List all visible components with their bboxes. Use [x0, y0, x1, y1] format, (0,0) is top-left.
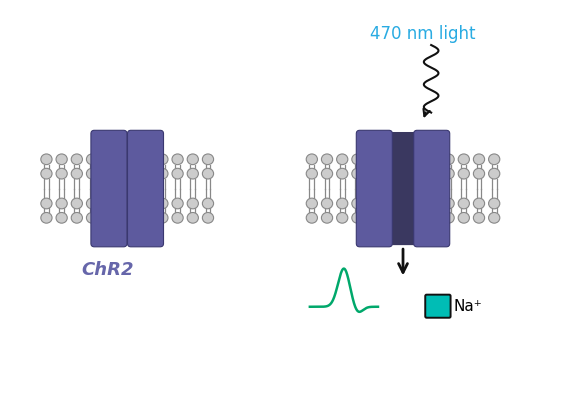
Ellipse shape [352, 154, 363, 165]
Ellipse shape [86, 212, 98, 223]
Ellipse shape [306, 198, 318, 209]
Ellipse shape [488, 198, 500, 209]
Ellipse shape [157, 198, 168, 209]
Ellipse shape [473, 154, 484, 165]
Ellipse shape [473, 198, 484, 209]
Ellipse shape [352, 212, 363, 223]
Ellipse shape [473, 212, 484, 223]
Ellipse shape [86, 168, 98, 179]
Text: Na⁺: Na⁺ [453, 299, 482, 314]
Ellipse shape [352, 198, 363, 209]
Ellipse shape [202, 198, 214, 209]
FancyBboxPatch shape [91, 130, 127, 247]
Text: ChR2: ChR2 [81, 262, 134, 279]
Ellipse shape [41, 168, 52, 179]
Ellipse shape [187, 198, 199, 209]
Ellipse shape [56, 212, 67, 223]
Ellipse shape [71, 168, 82, 179]
Ellipse shape [71, 212, 82, 223]
Ellipse shape [321, 198, 333, 209]
Ellipse shape [41, 154, 52, 165]
Ellipse shape [321, 168, 333, 179]
Ellipse shape [321, 212, 333, 223]
Ellipse shape [56, 198, 67, 209]
Ellipse shape [352, 168, 363, 179]
Ellipse shape [157, 154, 168, 165]
Ellipse shape [443, 154, 454, 165]
Ellipse shape [458, 154, 469, 165]
Ellipse shape [157, 212, 168, 223]
Ellipse shape [306, 154, 318, 165]
Ellipse shape [172, 198, 183, 209]
Ellipse shape [86, 198, 98, 209]
Ellipse shape [443, 198, 454, 209]
FancyBboxPatch shape [356, 130, 393, 247]
Ellipse shape [337, 198, 348, 209]
FancyBboxPatch shape [414, 130, 450, 247]
Text: 470 nm light: 470 nm light [370, 25, 475, 43]
Ellipse shape [488, 154, 500, 165]
Ellipse shape [458, 198, 469, 209]
Ellipse shape [443, 168, 454, 179]
Ellipse shape [187, 212, 199, 223]
Ellipse shape [172, 154, 183, 165]
Ellipse shape [172, 212, 183, 223]
Ellipse shape [202, 212, 214, 223]
Ellipse shape [86, 154, 98, 165]
Ellipse shape [41, 212, 52, 223]
Ellipse shape [488, 212, 500, 223]
Ellipse shape [337, 168, 348, 179]
Ellipse shape [202, 168, 214, 179]
FancyBboxPatch shape [127, 130, 164, 247]
Ellipse shape [306, 168, 318, 179]
Ellipse shape [187, 168, 199, 179]
Ellipse shape [71, 154, 82, 165]
Ellipse shape [306, 212, 318, 223]
Ellipse shape [56, 154, 67, 165]
Ellipse shape [41, 198, 52, 209]
Ellipse shape [458, 212, 469, 223]
Ellipse shape [337, 154, 348, 165]
Ellipse shape [337, 212, 348, 223]
Ellipse shape [172, 168, 183, 179]
Ellipse shape [321, 154, 333, 165]
Ellipse shape [473, 168, 484, 179]
Ellipse shape [458, 168, 469, 179]
Ellipse shape [187, 154, 199, 165]
Ellipse shape [202, 154, 214, 165]
Ellipse shape [71, 198, 82, 209]
FancyBboxPatch shape [387, 132, 419, 245]
Ellipse shape [157, 168, 168, 179]
FancyBboxPatch shape [425, 295, 451, 318]
Ellipse shape [443, 212, 454, 223]
Ellipse shape [56, 168, 67, 179]
Ellipse shape [488, 168, 500, 179]
